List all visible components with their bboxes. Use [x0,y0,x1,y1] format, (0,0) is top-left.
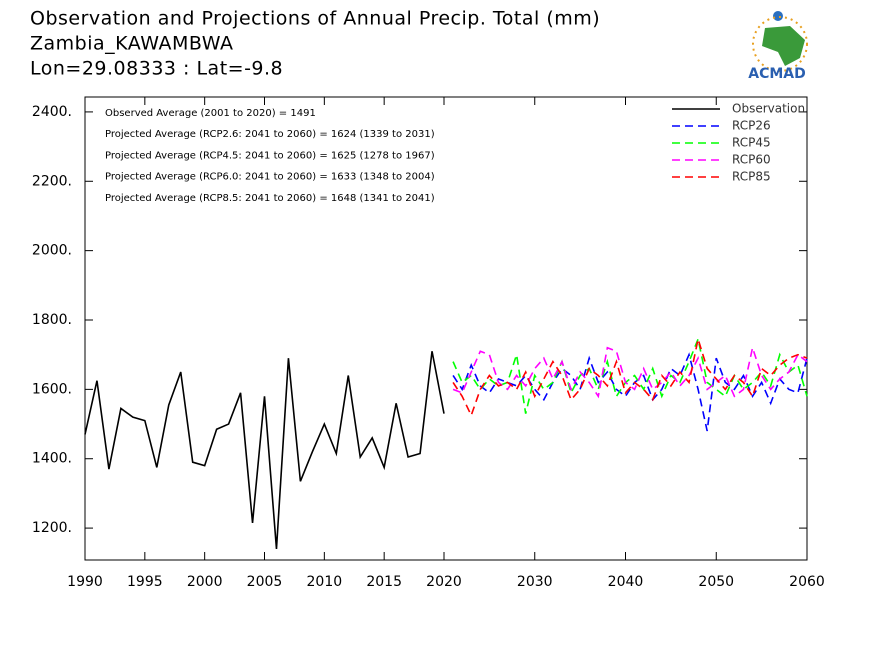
annotation: Projected Average (RCP6.0: 2041 to 2060)… [105,172,435,183]
logo-text: ACMAD [748,66,806,82]
legend-label: RCP60 [732,153,771,167]
x-tick-label: 1995 [127,574,163,590]
logo-sun [752,16,808,72]
annotation: Projected Average (RCP2.6: 2041 to 2060)… [105,129,435,140]
x-tick-label: 2005 [247,574,283,590]
logo: ACMAD [748,11,808,82]
chart-subtitle: Zambia_KAWAMBWA [30,33,233,55]
series-line [452,338,808,418]
y-tick-label: 1200. [32,520,72,536]
x-tick-label: 2040 [608,574,644,590]
plot-frame [84,96,808,561]
annotation: Observed Average (2001 to 2020) = 1491 [105,108,316,119]
legend-label: RCP26 [732,119,771,133]
y-tick-label: 2000. [32,243,72,259]
x-tick-label: 2020 [426,574,462,590]
x-tick-label: 2050 [698,574,734,590]
y-tick-label: 1400. [32,451,72,467]
y-tick-label: 1600. [32,381,72,397]
y-tick-label: 2200. [32,173,72,189]
logo-drop [773,11,783,21]
y-tick-label: 2400. [32,104,72,120]
series-line [452,336,808,414]
x-tick-label: 2010 [307,574,343,590]
logo-map [762,26,805,66]
legend-label: Observation [732,102,805,116]
x-tick-label: 2015 [366,574,402,590]
annotation: Projected Average (RCP8.5: 2041 to 2060)… [105,193,435,204]
annotation: Projected Average (RCP4.5: 2041 to 2060)… [105,150,435,161]
series-line [452,344,808,399]
x-tick-label: 2000 [187,574,223,590]
location: Lon=29.08333 : Lat=-9.8 [30,58,283,80]
y-tick-label: 1800. [32,312,72,328]
chart-title: Observation and Projections of Annual Pr… [30,8,600,30]
x-tick-label: 1990 [67,574,103,590]
x-tick-label: 2030 [517,574,553,590]
legend-label: RCP45 [732,136,771,150]
x-tick-label: 2060 [789,574,825,590]
legend-label: RCP85 [732,170,771,184]
series-line [84,351,445,549]
